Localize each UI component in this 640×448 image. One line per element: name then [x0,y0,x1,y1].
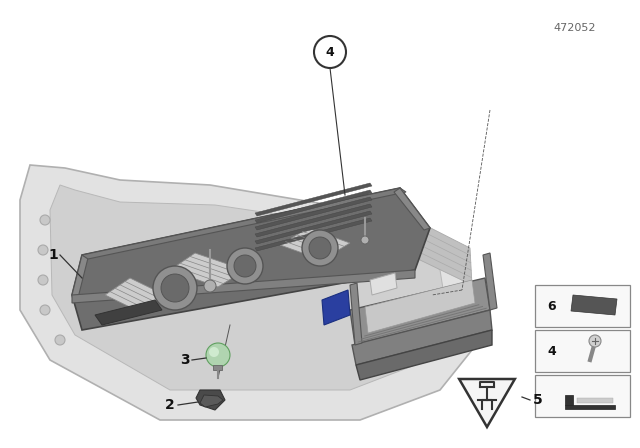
Circle shape [204,280,216,292]
Text: 4: 4 [547,345,556,358]
Polygon shape [255,190,372,223]
Polygon shape [72,188,430,330]
Polygon shape [577,398,613,403]
Polygon shape [213,365,222,370]
Polygon shape [565,405,615,409]
Circle shape [302,230,338,266]
Polygon shape [350,283,362,345]
Circle shape [38,245,48,255]
Polygon shape [255,197,372,230]
Polygon shape [535,330,630,372]
Polygon shape [95,300,162,325]
Polygon shape [280,228,350,260]
Circle shape [209,347,219,357]
Polygon shape [370,273,397,295]
Circle shape [40,215,50,225]
Circle shape [206,343,230,367]
Polygon shape [394,188,430,230]
Polygon shape [255,218,372,251]
Polygon shape [352,310,492,365]
Polygon shape [535,285,630,327]
Polygon shape [415,220,472,285]
Circle shape [234,255,256,277]
Text: 5: 5 [533,393,543,407]
Polygon shape [72,270,415,303]
Circle shape [40,305,50,315]
Polygon shape [350,278,490,345]
Text: 1: 1 [48,248,58,262]
Circle shape [153,266,197,310]
Circle shape [55,335,65,345]
Circle shape [38,275,48,285]
Polygon shape [255,183,372,216]
Polygon shape [365,280,475,333]
Polygon shape [565,395,573,405]
Polygon shape [459,379,515,427]
Text: 6: 6 [547,300,556,313]
Text: 472052: 472052 [554,23,596,33]
Polygon shape [322,290,350,325]
Polygon shape [196,390,225,410]
Circle shape [589,335,601,347]
Text: 4: 4 [326,46,334,59]
Polygon shape [255,211,372,244]
Text: 2: 2 [165,398,175,412]
Polygon shape [200,395,223,407]
Circle shape [314,36,346,68]
Circle shape [227,248,263,284]
Polygon shape [20,165,480,420]
Circle shape [309,237,331,259]
Polygon shape [571,295,617,315]
Polygon shape [535,375,630,417]
Polygon shape [356,330,492,380]
Polygon shape [50,185,448,390]
Polygon shape [255,204,372,237]
Polygon shape [170,253,245,287]
Text: 3: 3 [180,353,190,367]
Polygon shape [105,278,165,312]
Circle shape [361,236,369,244]
Polygon shape [483,253,497,310]
Circle shape [161,274,189,302]
Polygon shape [82,188,406,259]
Polygon shape [72,255,88,298]
